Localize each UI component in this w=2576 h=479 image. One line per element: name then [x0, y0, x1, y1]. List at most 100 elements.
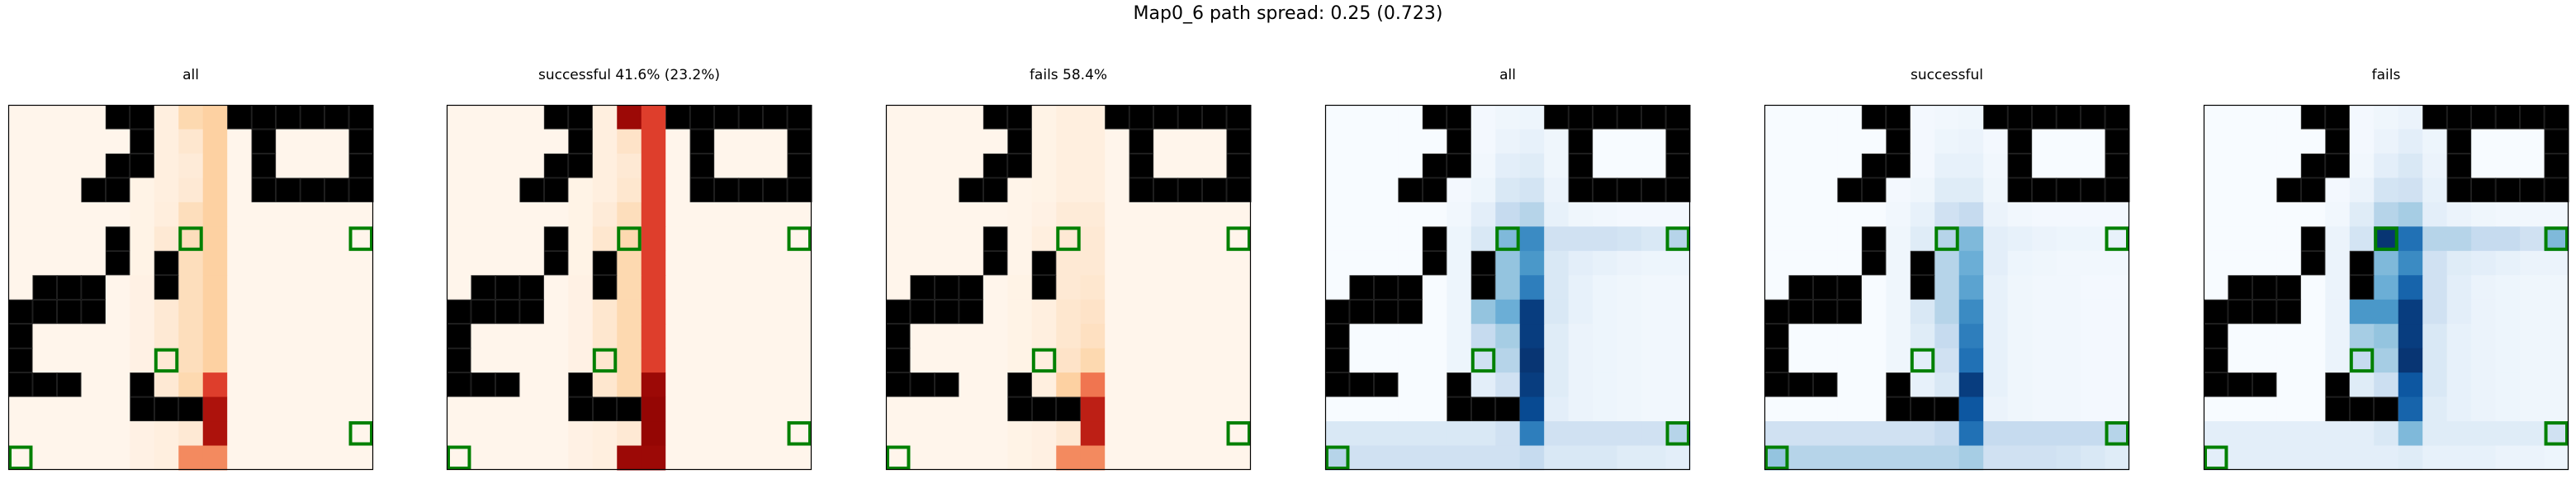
goal-marker: [1226, 226, 1251, 251]
heat-cell: [1764, 275, 1789, 301]
obstacle-cell: [2446, 129, 2472, 154]
heat-cell: [1641, 348, 1667, 373]
obstacle-edge: [1153, 178, 1178, 202]
heat-cell: [1202, 129, 1228, 154]
heat-cell: [1861, 396, 1887, 422]
heat-cell: [2276, 372, 2302, 398]
obstacle-cell: [1422, 105, 1447, 130]
heat-cell: [1422, 202, 1447, 227]
heat-cell: [227, 299, 253, 325]
heat-cell: [2446, 421, 2472, 447]
obstacle-edge: [1374, 299, 1399, 325]
heat-cell: [1129, 250, 1154, 276]
heat-cell: [1983, 421, 2009, 447]
heat-cell: [202, 348, 228, 373]
obstacle-cell: [348, 178, 374, 203]
heat-cell: [714, 445, 740, 471]
heat-cell: [1788, 421, 1814, 447]
obstacle-cell: [787, 105, 812, 130]
heat-cell: [1983, 178, 2009, 203]
heat-cell: [1788, 202, 1814, 227]
heat-cell: [1325, 202, 1350, 227]
heat-cell: [1226, 299, 1252, 325]
heat-cell: [2032, 348, 2057, 373]
heat-cell: [324, 348, 350, 373]
obstacle-edge: [32, 299, 57, 325]
heat-cell: [1373, 153, 1399, 178]
heat-cell: [1202, 202, 1228, 227]
obstacle-cell: [1153, 105, 1179, 130]
heat-cell: [2081, 153, 2106, 178]
heat-cell: [495, 445, 520, 471]
heat-cell: [1910, 202, 1935, 227]
obstacle-edge: [1568, 154, 1593, 178]
heat-cell: [1617, 275, 1642, 301]
heat-cell: [641, 299, 666, 325]
obstacle-edge: [1129, 129, 1153, 154]
heat-cell: [2276, 153, 2302, 178]
obstacle-cell: [2300, 226, 2326, 252]
heat-cell: [178, 324, 204, 349]
heat-cell: [2398, 250, 2423, 276]
heat-cell: [2471, 202, 2497, 227]
heat-cell: [178, 275, 204, 301]
obstacle-edge: [81, 275, 106, 300]
heat-cell: [641, 105, 666, 130]
heat-cell: [1544, 250, 1570, 276]
obstacle-cell: [1861, 250, 1887, 276]
obstacle-edge: [1837, 275, 1862, 300]
heat-cell: [1593, 299, 1618, 325]
obstacle-edge: [1617, 178, 1641, 202]
obstacle-cell: [130, 105, 155, 130]
heat-cell: [1153, 153, 1179, 178]
heat-cell: [641, 445, 666, 471]
heat-cell: [1226, 348, 1252, 373]
heat-cell: [56, 129, 82, 154]
heat-cell: [2007, 396, 2033, 422]
goal-marker: [178, 226, 203, 251]
heat-cell: [763, 324, 788, 349]
heat-cell: [2422, 372, 2448, 398]
heat-cell: [1665, 275, 1691, 301]
heat-cell: [1398, 226, 1423, 252]
obstacle-edge: [130, 129, 154, 154]
heat-cell: [1861, 129, 1887, 154]
obstacle-cell: [495, 275, 520, 301]
goal-marker: [787, 226, 812, 251]
heat-cell: [1422, 396, 1447, 422]
obstacle-edge: [1886, 129, 1911, 154]
obstacle-cell: [886, 348, 911, 373]
heat-cell: [1031, 226, 1057, 252]
heat-cell: [227, 226, 253, 252]
heat-cell: [1568, 275, 1593, 301]
heat-cell: [689, 396, 715, 422]
heat-cell: [324, 250, 350, 276]
heat-cell: [1080, 396, 1106, 422]
heat-cell: [1031, 421, 1057, 447]
heat-cell: [2398, 396, 2423, 422]
heat-cell: [1470, 105, 1496, 130]
heat-cell: [1056, 299, 1082, 325]
heat-cell: [81, 396, 107, 422]
heat-cell: [2349, 202, 2375, 227]
heat-cell: [2471, 372, 2497, 398]
heat-cell: [1958, 372, 1984, 398]
obstacle-cell: [1226, 178, 1252, 203]
heat-cell: [2325, 299, 2351, 325]
heat-cell: [1641, 250, 1667, 276]
heat-cell: [1495, 324, 1521, 349]
heat-cell: [959, 396, 984, 422]
heat-cell: [276, 299, 301, 325]
heat-cell: [324, 202, 350, 227]
heat-cell: [2349, 129, 2375, 154]
obstacle-edge: [2252, 275, 2277, 300]
heat-cell: [714, 275, 740, 301]
heat-cell: [1544, 178, 1570, 203]
heat-cell: [1202, 372, 1228, 398]
goal-marker: [447, 445, 471, 470]
obstacle-edge: [130, 154, 154, 178]
heat-cell: [617, 153, 642, 178]
heat-cell: [2032, 396, 2057, 422]
obstacle-edge: [2446, 178, 2471, 202]
heat-cell: [1837, 129, 1863, 154]
